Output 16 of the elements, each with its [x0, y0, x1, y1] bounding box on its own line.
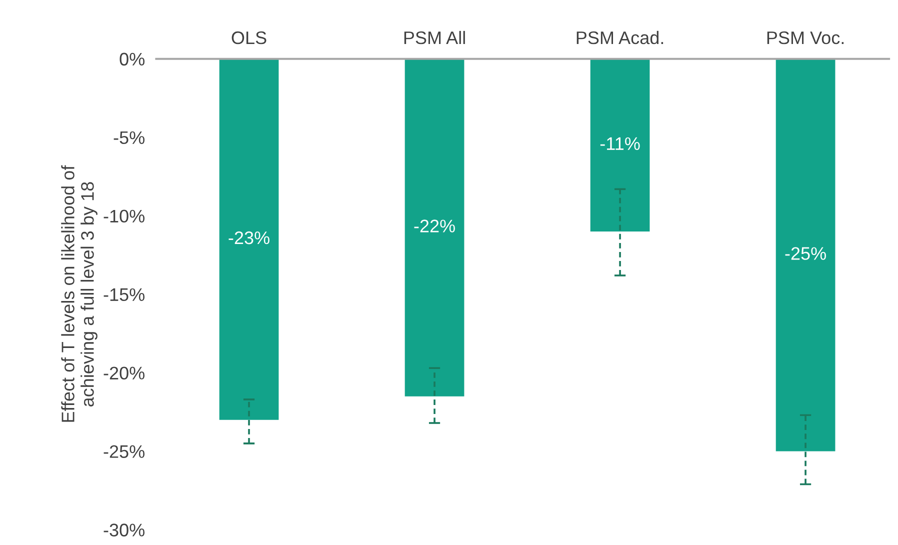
y-tick-label: -15% — [104, 288, 144, 302]
x-tick-label: PSM Voc. — [767, 31, 844, 44]
data-label: -22% — [414, 220, 455, 232]
y-tick-label: -30% — [104, 524, 144, 536]
y-tick-label: 0% — [120, 52, 144, 66]
data-label: -23% — [228, 231, 270, 244]
x-tick-label: PSM All — [404, 30, 465, 44]
y-tick-label: -25% — [104, 445, 144, 458]
x-tick-label: OLS — [232, 31, 266, 44]
x-tick-label: PSM Acad. — [576, 30, 664, 44]
data-label: -11% — [600, 137, 640, 150]
y-tick-label: -20% — [104, 366, 144, 380]
y-tick-label: -5% — [114, 131, 144, 144]
data-label: -25% — [785, 247, 826, 260]
y-tick-label: -10% — [104, 210, 144, 223]
y-axis-title: Effect of T levels on likelihood of achieving a full level 3 by 18 — [61, 165, 98, 422]
